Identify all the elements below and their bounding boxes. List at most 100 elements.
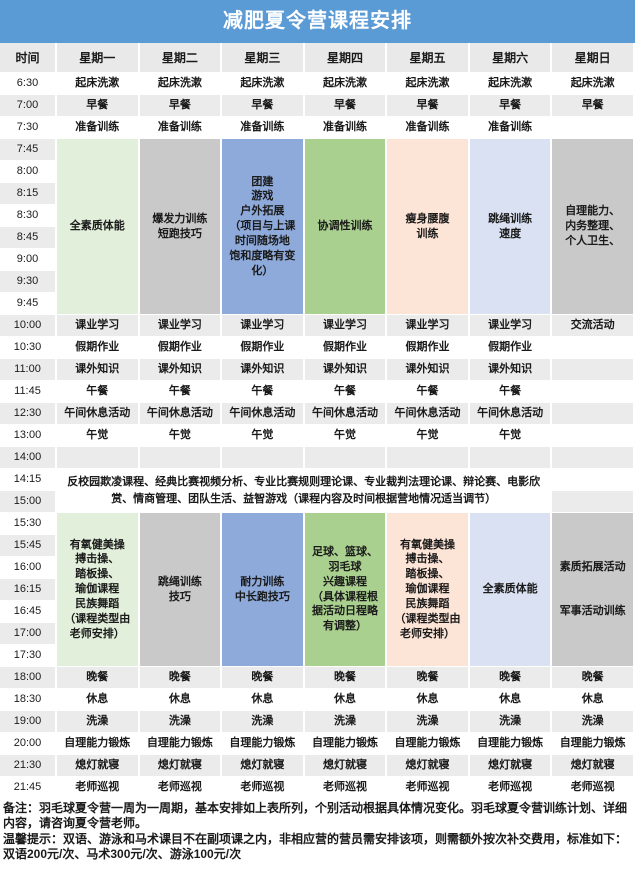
activity-cell: 课业学习: [57, 315, 140, 337]
activity-cell: 自理能力、 内务整理、 个人卫生、: [552, 139, 635, 315]
time-cell: 12:30: [0, 403, 57, 425]
schedule-page: 减肥夏令营课程安排 时间 星期一 星期二 星期三 星期四 星期五 星期六 星期日 6:30 起床…: [0, 0, 635, 862]
time-cell: 16:45: [0, 601, 57, 623]
activity-cell: 准备训练: [139, 117, 223, 139]
activity-cell: 耐力训练 中长跑技巧: [222, 513, 305, 667]
time-cell: 20:00: [0, 733, 57, 755]
time-cell: 15:30: [0, 513, 57, 535]
time-cell: 8:45: [0, 227, 57, 249]
note-tip: 温馨提示：双语、游泳和马术课目不在副项课之内，非相应营的营员需安排该项，则需额外…: [3, 832, 628, 861]
page-title: 减肥夏令营课程安排: [0, 0, 635, 43]
activity-cell: 午间休息活动: [469, 403, 553, 425]
activity-cell: 熄灯就寝: [304, 755, 388, 777]
schedule-header-row: 时间 星期一 星期二 星期三 星期四 星期五 星期六 星期日: [0, 43, 635, 73]
activity-cell: 午觉: [469, 425, 553, 447]
schedule-table: 时间 星期一 星期二 星期三 星期四 星期五 星期六 星期日 6:30 起床洗漱 起床洗漱 起床洗漱…: [0, 43, 635, 799]
empty-cell: [387, 447, 470, 469]
activity-cell: 早餐: [304, 95, 388, 117]
activity-cell: 老师巡视: [469, 777, 553, 799]
activity-cell: 午餐: [222, 381, 305, 403]
activity-cell: 熄灯就寝: [552, 755, 635, 777]
activity-cell: 午觉: [387, 425, 470, 447]
activity-cell: 全素质体能: [469, 513, 553, 667]
activity-cell: 早餐: [552, 95, 635, 117]
empty-cell: [552, 491, 635, 513]
empty-cell: [552, 447, 635, 469]
empty-cell: [552, 359, 635, 381]
activity-cell: 洗澡: [469, 711, 553, 733]
activity-cell: 跳绳训练 速度: [469, 139, 553, 315]
activity-cell: 假期作业: [469, 337, 553, 359]
empty-cell: [57, 447, 140, 469]
schedule-body: 6:30 起床洗漱 起床洗漱 起床洗漱 起床洗漱 起床洗漱 起床洗漱 起床洗漱 7:00 早餐 早餐…: [0, 73, 635, 799]
time-cell: 9:45: [0, 293, 57, 315]
activity-cell: 午觉: [222, 425, 305, 447]
time-cell: 7:30: [0, 117, 57, 139]
activity-cell: 老师巡视: [387, 777, 470, 799]
activity-cell: 午餐: [57, 381, 140, 403]
activity-cell: 课外知识: [222, 359, 305, 381]
time-cell: 18:00: [0, 667, 57, 689]
activity-cell: 假期作业: [304, 337, 388, 359]
activity-cell: 起床洗漱: [387, 73, 470, 95]
empty-cell: [139, 447, 223, 469]
activity-cell: 洗澡: [552, 711, 635, 733]
day-header: 星期六: [469, 43, 553, 73]
activity-cell: 休息: [304, 689, 388, 711]
activity-cell: 交流活动: [552, 315, 635, 337]
activity-cell: 午觉: [57, 425, 140, 447]
activity-cell: 假期作业: [57, 337, 140, 359]
time-cell: 7:00: [0, 95, 57, 117]
activity-cell: 熄灯就寝: [387, 755, 470, 777]
activity-cell: 瘦身腰腹 训练: [387, 139, 470, 315]
activity-cell: 晚餐: [222, 667, 305, 689]
activity-cell: 晚餐: [387, 667, 470, 689]
activity-cell: 起床洗漱: [139, 73, 223, 95]
activity-cell: 足球、篮球、 羽毛球 兴趣课程 （具体课程根 据活动日程略 有调整）: [304, 513, 388, 667]
time-cell: 11:00: [0, 359, 57, 381]
activity-cell: 早餐: [139, 95, 223, 117]
empty-cell: [552, 117, 635, 139]
day-header: 星期二: [139, 43, 223, 73]
activity-cell: 全素质体能: [57, 139, 140, 315]
footer-notes: 备注：羽毛球夏令营一周为一周期，基本安排如上表所列，个别活动根据具体情况变化。羽…: [0, 799, 635, 862]
activity-cell: 课外知识: [304, 359, 388, 381]
activity-cell: 课外知识: [387, 359, 470, 381]
time-cell: 8:30: [0, 205, 57, 227]
activity-cell: 晚餐: [552, 667, 635, 689]
activity-cell: 晚餐: [57, 667, 140, 689]
activity-cell: 午餐: [469, 381, 553, 403]
activity-cell: 午餐: [304, 381, 388, 403]
day-header: 星期一: [57, 43, 140, 73]
activity-cell: 课外知识: [139, 359, 223, 381]
activity-cell: 自理能力锻炼: [387, 733, 470, 755]
activity-cell: 洗澡: [222, 711, 305, 733]
activity-cell: 老师巡视: [57, 777, 140, 799]
activity-cell: 起床洗漱: [552, 73, 635, 95]
time-cell: 18:30: [0, 689, 57, 711]
activity-cell: 午间休息活动: [57, 403, 140, 425]
activity-cell: 早餐: [469, 95, 553, 117]
activity-cell: 晚餐: [139, 667, 223, 689]
time-cell: 9:30: [0, 271, 57, 293]
activity-cell: 老师巡视: [552, 777, 635, 799]
activity-cell: 准备训练: [222, 117, 305, 139]
activity-cell: 自理能力锻炼: [139, 733, 223, 755]
time-cell: 8:15: [0, 183, 57, 205]
activity-cell: 自理能力锻炼: [304, 733, 388, 755]
time-cell: 15:45: [0, 535, 57, 557]
activity-cell: 洗澡: [139, 711, 223, 733]
activity-cell: 自理能力锻炼: [222, 733, 305, 755]
activity-cell: 午间休息活动: [139, 403, 223, 425]
activity-cell: 课外知识: [469, 359, 553, 381]
activity-cell: 课业学习: [222, 315, 305, 337]
activity-cell: 起床洗漱: [469, 73, 553, 95]
day-header: 星期三: [222, 43, 305, 73]
activity-cell: 准备训练: [469, 117, 553, 139]
activity-cell: 课业学习: [387, 315, 470, 337]
activity-cell: 休息: [469, 689, 553, 711]
activity-cell: 晚餐: [469, 667, 553, 689]
empty-cell: [552, 337, 635, 359]
note-remark: 备注：羽毛球夏令营一周为一周期，基本安排如上表所列，个别活动根据具体情况变化。羽…: [3, 801, 628, 830]
day-header: 星期四: [304, 43, 388, 73]
